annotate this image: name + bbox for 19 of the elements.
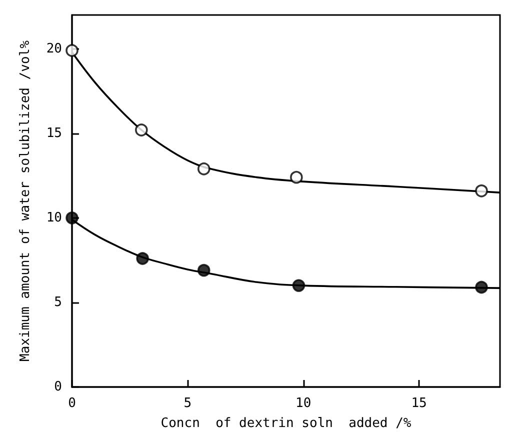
- point: [292, 279, 306, 292]
- y-axis-title: Maximum amount of water solubilized /vol%: [18, 40, 33, 362]
- y-tick-label: 20: [46, 41, 62, 56]
- point: [197, 264, 210, 277]
- point: [290, 170, 303, 184]
- x-axis-title: Concn of dextrin soln added /%: [160, 416, 412, 431]
- point: [475, 184, 488, 198]
- x-tick-label: 10: [296, 396, 312, 411]
- y-tick-label: 10: [46, 210, 62, 226]
- x-tick-label: 15: [411, 396, 427, 411]
- point: [136, 252, 149, 265]
- y-tick-label: 5: [54, 294, 62, 310]
- y-tick-label: 15: [46, 126, 62, 141]
- point: [475, 280, 488, 294]
- point: [135, 124, 148, 136]
- point: [197, 162, 210, 176]
- x-tick-label: 5: [184, 396, 192, 411]
- y-tick-label: 0: [54, 380, 62, 394]
- x-tick-label: 0: [68, 396, 76, 411]
